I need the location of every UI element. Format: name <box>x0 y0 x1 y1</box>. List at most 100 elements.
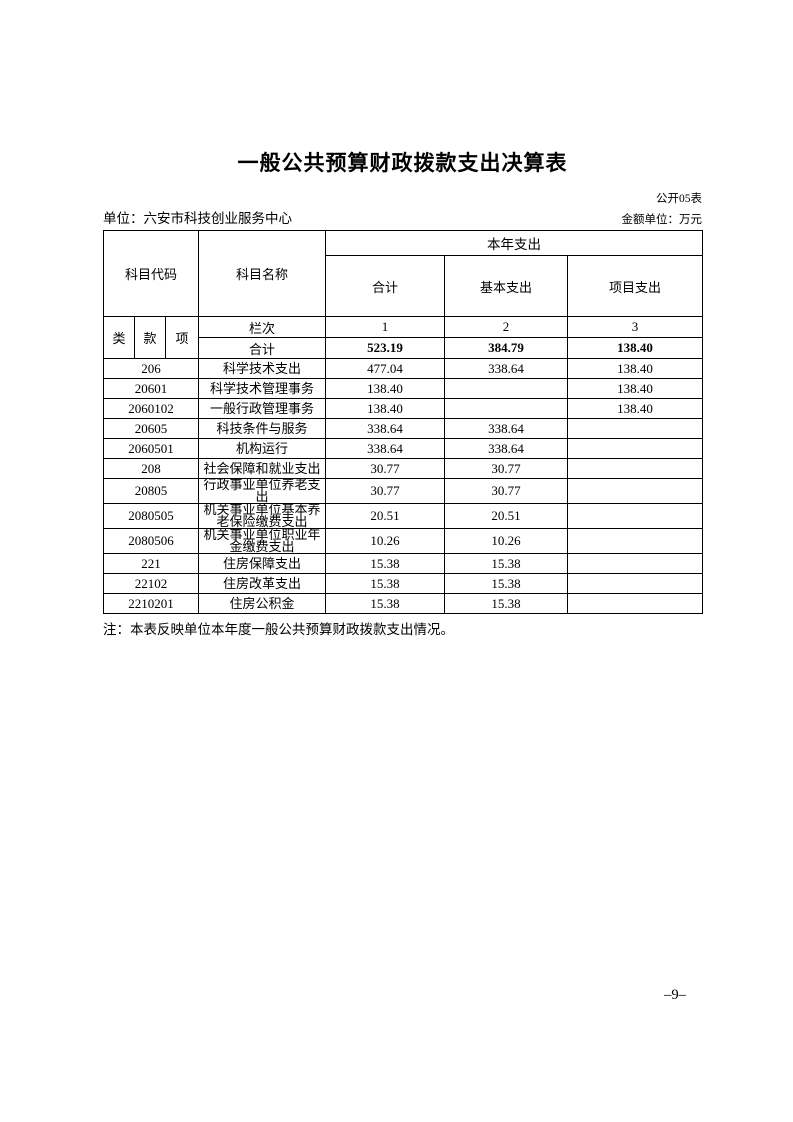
row-project <box>566 528 704 554</box>
row-code: 20601 <box>103 378 199 399</box>
row-basic: 338.64 <box>444 418 568 439</box>
row-project <box>566 418 704 439</box>
header-class: 类 <box>103 316 135 359</box>
public-form-label: 公开05表 <box>656 193 702 205</box>
row-basic: 338.64 <box>444 358 568 379</box>
row-total: 30.77 <box>325 458 445 479</box>
row-basic: 20.51 <box>444 503 568 529</box>
table-row: 206 科学技术支出 477.04 338.64 138.40 <box>103 358 704 379</box>
row-name: 一般行政管理事务 <box>198 398 326 419</box>
row-project <box>566 478 704 504</box>
row-name: 科学技术支出 <box>198 358 326 379</box>
row-project: 138.40 <box>566 378 704 399</box>
row-name: 机关事业单位基本养老保险缴费支出 <box>198 503 326 529</box>
table-row: 22102 住房改革支出 15.38 15.38 <box>103 573 704 594</box>
row-project <box>566 573 704 594</box>
table-header-row-3: 类 款 项 栏次 1 2 3 <box>103 316 704 359</box>
total-row-project: 138.40 <box>566 337 704 359</box>
row-total: 30.77 <box>325 478 445 504</box>
row-total: 15.38 <box>325 573 445 594</box>
row-basic: 15.38 <box>444 593 568 614</box>
header-section: 款 <box>134 316 166 359</box>
table-row: 20605 科技条件与服务 338.64 338.64 <box>103 418 704 439</box>
meta-row: 单位：六安市科技创业服务中心 金额单位：万元 <box>103 207 702 227</box>
header-col-index-1: 1 <box>325 316 445 338</box>
amount-unit-label: 金额单位：万元 <box>621 214 703 226</box>
row-name: 科技条件与服务 <box>198 418 326 439</box>
row-basic: 30.77 <box>444 458 568 479</box>
row-name: 机关事业单位职业年金缴费支出 <box>198 528 326 554</box>
header-year-expense: 本年支出 <box>324 230 704 256</box>
row-project: 138.40 <box>566 398 704 419</box>
row-total: 338.64 <box>325 418 445 439</box>
header-subject-name: 科目名称 <box>198 230 326 317</box>
row-project <box>566 503 704 529</box>
row-total: 477.04 <box>325 358 445 379</box>
row-basic: 10.26 <box>444 528 568 554</box>
row-total: 138.40 <box>325 398 445 419</box>
row-code: 20805 <box>103 478 199 504</box>
row-basic <box>444 378 568 399</box>
table-header-row-1: 科目代码 科目名称 本年支出 <box>103 230 704 317</box>
row-name: 住房改革支出 <box>198 573 326 594</box>
total-row-total: 523.19 <box>325 337 445 359</box>
header-col-index-2: 2 <box>444 316 568 338</box>
row-basic <box>444 398 568 419</box>
row-code: 2060102 <box>103 398 199 419</box>
row-total: 10.26 <box>325 528 445 554</box>
expenditure-table: 科目代码 科目名称 本年支出 合计 基本支出 项目支出 类 款 项 栏次 1 2… <box>103 230 704 614</box>
row-code: 221 <box>103 553 199 574</box>
row-code: 208 <box>103 458 199 479</box>
row-project <box>566 458 704 479</box>
row-code: 22102 <box>103 573 199 594</box>
row-code: 2060501 <box>103 438 199 459</box>
table-row: 208 社会保障和就业支出 30.77 30.77 <box>103 458 704 479</box>
header-project: 项目支出 <box>566 255 704 317</box>
header-basic: 基本支出 <box>444 255 568 317</box>
row-project <box>566 593 704 614</box>
total-row-basic: 384.79 <box>444 337 568 359</box>
table-row: 2060501 机构运行 338.64 338.64 <box>103 438 704 459</box>
row-basic: 30.77 <box>444 478 568 504</box>
table-row: 20601 科学技术管理事务 138.40 138.40 <box>103 378 704 399</box>
row-name: 行政事业单位养老支出 <box>198 478 326 504</box>
header-col-index-label: 栏次 <box>198 316 326 338</box>
row-project: 138.40 <box>566 358 704 379</box>
row-total: 138.40 <box>325 378 445 399</box>
table-row: 221 住房保障支出 15.38 15.38 <box>103 553 704 574</box>
row-project <box>566 438 704 459</box>
table-row: 2080505 机关事业单位基本养老保险缴费支出 20.51 20.51 <box>103 503 704 529</box>
header-item: 项 <box>165 316 199 359</box>
row-name: 机构运行 <box>198 438 326 459</box>
header-total: 合计 <box>325 255 445 317</box>
row-name: 住房保障支出 <box>198 553 326 574</box>
table-row: 2080506 机关事业单位职业年金缴费支出 10.26 10.26 <box>103 528 704 554</box>
header-col-index-3: 3 <box>566 316 704 338</box>
header-subject-code: 科目代码 <box>103 230 199 317</box>
row-basic: 338.64 <box>444 438 568 459</box>
row-code: 20605 <box>103 418 199 439</box>
row-basic: 15.38 <box>444 573 568 594</box>
row-total: 338.64 <box>325 438 445 459</box>
page-title: 一般公共预算财政拨款支出决算表 <box>237 152 568 175</box>
row-code: 206 <box>103 358 199 379</box>
row-project <box>566 553 704 574</box>
table-row: 2210201 住房公积金 15.38 15.38 <box>103 593 704 614</box>
row-name: 住房公积金 <box>198 593 326 614</box>
row-total: 20.51 <box>325 503 445 529</box>
page-number: –9– <box>664 987 686 1003</box>
row-code: 2080506 <box>103 528 199 554</box>
unit-label: 单位：六安市科技创业服务中心 <box>103 211 292 226</box>
row-name: 科学技术管理事务 <box>198 378 326 399</box>
total-row-label: 合计 <box>198 337 326 359</box>
table-note: 注：本表反映单位本年度一般公共预算财政拨款支出情况。 <box>103 622 454 637</box>
row-code: 2080505 <box>103 503 199 529</box>
table-header-row-2: 合计 基本支出 项目支出 <box>104 255 704 317</box>
table-row: 20805 行政事业单位养老支出 30.77 30.77 <box>103 478 704 504</box>
row-code: 2210201 <box>103 593 199 614</box>
document-content: 一般公共预算财政拨款支出决算表 公开05表 单位：六安市科技创业服务中心 金额单… <box>103 0 704 638</box>
row-total: 15.38 <box>325 593 445 614</box>
row-name: 社会保障和就业支出 <box>198 458 326 479</box>
row-basic: 15.38 <box>444 553 568 574</box>
